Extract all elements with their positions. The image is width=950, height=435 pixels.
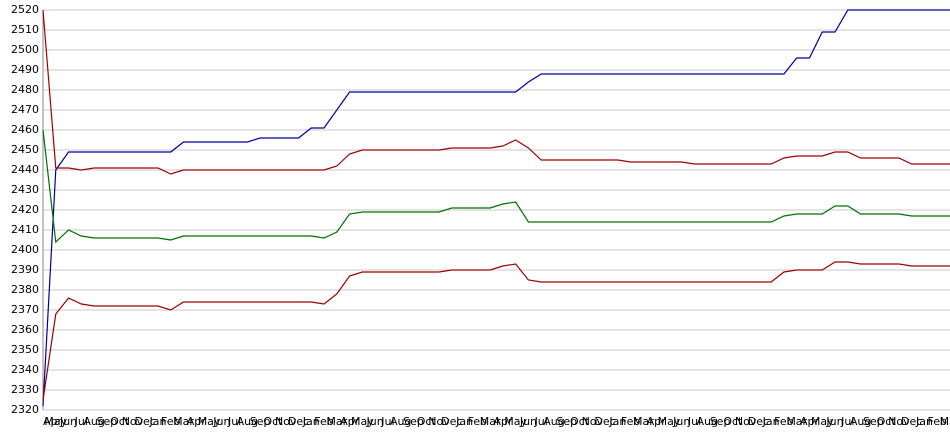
x-tick-label: Feb [314,415,333,428]
x-tick-label: Jul [534,415,548,428]
x-tick-label: Mar [173,415,194,428]
x-tick-label: Aug [850,415,871,428]
x-tick-label: Nov [275,415,297,428]
y-tick-label: 2470 [11,103,39,116]
x-tick-label: Dec [594,415,615,428]
y-tick-label: 2410 [11,223,39,236]
x-tick-label: Jan [302,415,320,428]
x-tick-label: Jun [825,415,843,428]
x-tick-label: Jan [608,415,626,428]
y-tick-label: 2380 [11,283,39,296]
series-line [42,261,950,401]
x-tick-label: May [44,415,67,428]
y-tick-label: 2320 [11,403,39,416]
x-tick-label: Feb [468,415,487,428]
x-tick-label: Aug [83,415,104,428]
x-tick-label: May [811,415,834,428]
x-tick-label: Feb [161,415,180,428]
x-tick-label: Dec [748,415,769,428]
x-tick-label: Aug [237,415,258,428]
x-tick-label: Oct [110,415,130,428]
y-tick-label: 2440 [11,163,39,176]
y-tick-label: 2500 [11,43,39,56]
y-tick-label: 2350 [11,343,39,356]
x-tick-label: Apr [43,415,63,428]
x-tick-label: Feb [774,415,793,428]
x-tick-label: Oct [417,415,437,428]
x-tick-label: Oct [723,415,743,428]
series-line [42,9,950,407]
x-tick-label: Mar [480,415,501,428]
x-tick-label: Aug [390,415,411,428]
x-tick-label: Jun [212,415,230,428]
x-tick-label: Jul [687,415,701,428]
x-tick-label: Jun [366,415,384,428]
x-tick-label: Dec [901,415,922,428]
series-line [42,129,950,244]
y-tick-label: 2480 [11,83,39,96]
y-tick-label: 2340 [11,363,39,376]
x-tick-label: Apr [647,415,667,428]
x-tick-label: Mar [633,415,654,428]
x-tick-label: Sep [556,415,577,428]
x-tick-label: Jul [74,415,88,428]
x-tick-label: Mar [786,415,807,428]
x-tick-label: Nov [888,415,910,428]
x-tick-label: Jul [227,415,241,428]
x-tick-label: Aug [543,415,564,428]
x-tick-label: Feb [927,415,946,428]
x-tick-label: Jan [762,415,780,428]
x-tick-label: Jan [915,415,933,428]
x-tick-label: Jan [455,415,473,428]
x-tick-label: Nov [122,415,144,428]
y-tick-label: 2510 [11,23,39,36]
x-tick-label: May [351,415,374,428]
x-tick-label: Sep [863,415,884,428]
y-tick-label: 2330 [11,383,39,396]
x-tick-label: Nov [735,415,757,428]
x-tick-label: Dec [441,415,462,428]
x-tick-label: Nov [428,415,450,428]
y-tick-label: 2360 [11,323,39,336]
x-tick-label: May [658,415,681,428]
x-tick-label: Jul [840,415,854,428]
y-tick-label: 2400 [11,243,39,256]
x-tick-label: Oct [263,415,283,428]
x-tick-label: Apr [800,415,820,428]
x-tick-label: Jan [148,415,166,428]
y-tick-label: 2490 [11,63,39,76]
y-tick-label: 2390 [11,263,39,276]
x-tick-label: Sep [403,415,424,428]
x-tick-label: Dec [135,415,156,428]
x-tick-label: Mar [326,415,347,428]
x-tick-label: Nov [582,415,604,428]
x-tick-label: Sep [250,415,271,428]
x-tick-label: Jul [380,415,394,428]
y-tick-label: 2430 [11,183,39,196]
x-tick-label: May [504,415,527,428]
x-tick-label: Jun [672,415,690,428]
x-tick-label: Apr [493,415,513,428]
x-tick-label: Feb [621,415,640,428]
x-tick-label: Oct [570,415,590,428]
x-tick-label: Oct [877,415,897,428]
x-tick-label: Mar [940,415,950,428]
y-tick-label: 2520 [11,3,39,16]
x-tick-label: Apr [340,415,360,428]
x-tick-label: Dec [288,415,309,428]
y-tick-label: 2460 [11,123,39,136]
x-tick-label: Jun [59,415,77,428]
x-tick-label: Sep [710,415,731,428]
x-tick-label: Apr [187,415,207,428]
y-tick-label: 2420 [11,203,39,216]
x-tick-label: Aug [697,415,718,428]
y-tick-label: 2450 [11,143,39,156]
x-tick-label: Jun [519,415,537,428]
x-tick-label: May [198,415,221,428]
series-line [42,9,950,175]
y-tick-label: 2370 [11,303,39,316]
x-tick-label: Sep [97,415,118,428]
